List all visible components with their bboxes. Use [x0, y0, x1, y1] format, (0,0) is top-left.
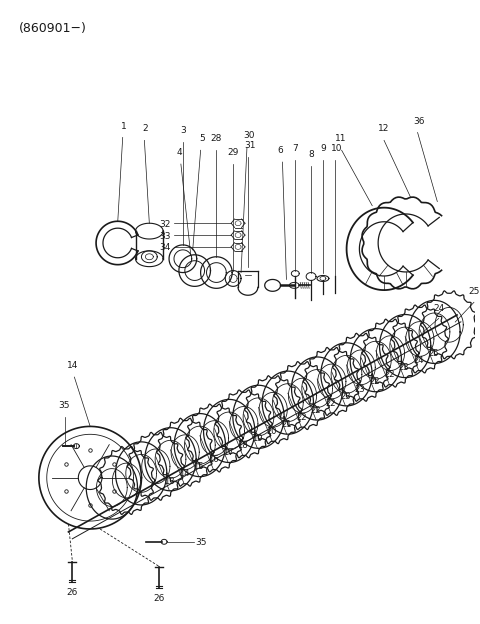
- Text: 25: 25: [468, 288, 480, 296]
- Text: 9: 9: [320, 144, 326, 154]
- Text: 19: 19: [252, 434, 263, 443]
- Text: 22: 22: [370, 378, 380, 386]
- Text: 35: 35: [59, 401, 70, 409]
- Text: 2: 2: [143, 124, 148, 134]
- Text: 22: 22: [384, 371, 395, 379]
- Text: 26: 26: [67, 588, 78, 597]
- Text: 15: 15: [193, 462, 204, 471]
- Text: (860901−): (860901−): [19, 22, 87, 35]
- Text: 3: 3: [180, 127, 186, 135]
- Text: 25: 25: [428, 349, 439, 358]
- Text: 7: 7: [292, 144, 298, 154]
- Text: 24: 24: [413, 356, 424, 365]
- Text: 22: 22: [325, 399, 336, 407]
- Text: 17: 17: [223, 448, 233, 457]
- Text: 32: 32: [160, 220, 171, 229]
- Text: 34: 34: [160, 243, 171, 252]
- Text: 21: 21: [281, 420, 292, 429]
- Text: 30: 30: [243, 132, 255, 140]
- Text: 23: 23: [340, 392, 350, 401]
- Text: 28: 28: [211, 134, 222, 144]
- Text: 31: 31: [244, 141, 256, 150]
- Text: 29: 29: [228, 148, 239, 157]
- Text: 13: 13: [164, 477, 175, 485]
- Text: 5: 5: [200, 134, 205, 144]
- Text: 26: 26: [154, 594, 165, 603]
- Text: 18: 18: [237, 441, 248, 450]
- Text: 16: 16: [208, 456, 218, 464]
- Text: 36: 36: [413, 117, 424, 125]
- Text: 11: 11: [335, 134, 347, 144]
- Text: 12: 12: [378, 124, 390, 134]
- Text: 20: 20: [267, 427, 277, 436]
- Text: 14: 14: [67, 361, 78, 370]
- Text: 33: 33: [159, 232, 171, 241]
- Text: 6: 6: [277, 146, 283, 155]
- Text: 22: 22: [311, 406, 321, 415]
- Text: 22: 22: [296, 413, 307, 422]
- Text: 23: 23: [355, 384, 365, 394]
- Text: 10: 10: [331, 144, 342, 154]
- Text: 24: 24: [433, 303, 444, 313]
- Text: 14: 14: [179, 469, 189, 479]
- Text: 23: 23: [399, 363, 409, 373]
- Text: 35: 35: [196, 539, 207, 547]
- Text: 4: 4: [176, 148, 182, 157]
- Text: 8: 8: [308, 150, 314, 159]
- Text: 1: 1: [121, 122, 127, 130]
